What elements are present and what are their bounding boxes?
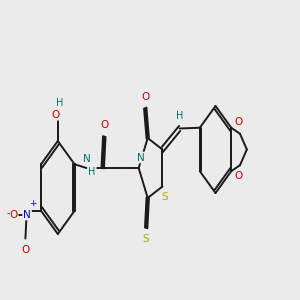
Text: S: S: [161, 192, 168, 202]
Text: O: O: [141, 92, 149, 102]
Text: H: H: [88, 167, 96, 177]
Text: O: O: [234, 118, 242, 128]
Text: +: +: [29, 199, 37, 208]
Text: O: O: [100, 119, 108, 130]
Text: N: N: [23, 209, 31, 220]
Text: -: -: [7, 208, 10, 218]
Text: O: O: [234, 172, 242, 182]
Text: H: H: [176, 111, 183, 121]
Text: N: N: [137, 152, 145, 163]
Text: N: N: [83, 154, 91, 164]
Text: O: O: [52, 110, 60, 120]
Text: O: O: [9, 209, 18, 220]
Text: O: O: [21, 245, 29, 255]
Text: S: S: [143, 234, 149, 244]
Text: H: H: [56, 98, 63, 108]
